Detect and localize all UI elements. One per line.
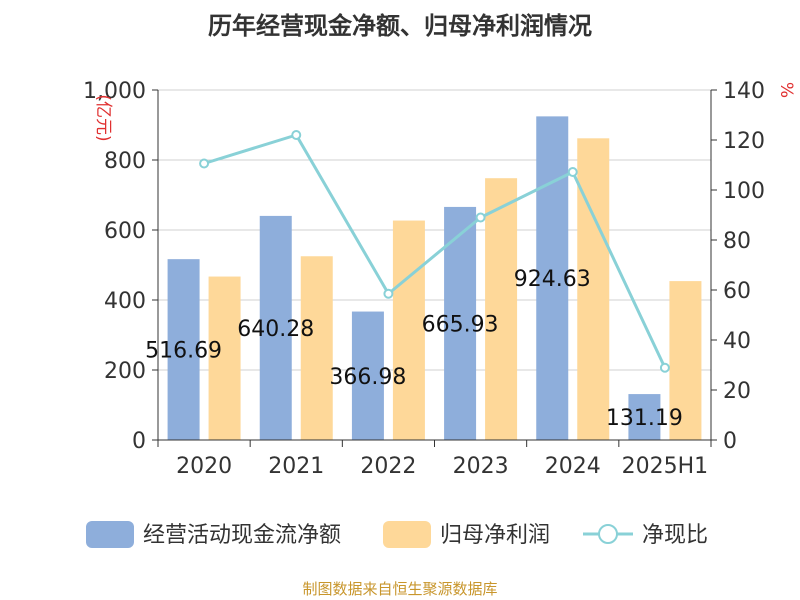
ratio-point <box>659 362 670 373</box>
bar-net-profit <box>208 276 241 440</box>
x-axis-label: 2022 <box>360 454 416 479</box>
legend-label-net-profit: 归母净利润 <box>440 523 550 548</box>
left-axis-tick-label: 200 <box>104 359 146 384</box>
ratio-point <box>291 130 302 140</box>
right-axis-tick-label: 100 <box>723 179 765 204</box>
left-axis-unit: (亿元) <box>93 94 113 141</box>
x-axis-label: 2025H1 <box>622 454 709 479</box>
right-axis-tick-label: 40 <box>723 329 751 354</box>
data-label: 366.98 <box>329 365 406 390</box>
x-axis-label: 2023 <box>453 454 509 479</box>
ratio-line-path <box>203 133 667 369</box>
bar-net-profit <box>669 281 702 440</box>
bar-cash-flow <box>444 206 477 440</box>
legend-label-ratio: 净现比 <box>642 523 708 548</box>
ratio-point <box>475 212 486 223</box>
ratio-point <box>567 167 578 177</box>
data-label: 665.93 <box>422 312 499 337</box>
right-axis-tick-label: 0 <box>723 429 737 454</box>
bar-cash-flow <box>351 311 384 440</box>
ratio-point <box>199 158 210 169</box>
right-axis-tick-label: 20 <box>723 379 751 404</box>
right-axis-unit: % <box>776 82 796 98</box>
bar-net-profit <box>577 138 610 441</box>
left-axis-tick-label: 800 <box>104 149 146 174</box>
bar-net-profit <box>485 178 518 440</box>
ratio-line <box>199 130 670 373</box>
axes: 0 200 400 600 800 1,000 0 20 40 60 80 100 120 140 (亿元)… <box>83 79 796 479</box>
data-label: 924.63 <box>514 267 591 292</box>
right-axis-tick-label: 80 <box>723 229 751 254</box>
data-label: 640.28 <box>237 317 314 342</box>
bar-net-profit <box>392 220 425 440</box>
x-axis-label: 2020 <box>176 454 232 479</box>
x-axis-label: 2021 <box>268 454 324 479</box>
grid-lines <box>158 89 711 441</box>
left-axis-tick-label: 600 <box>104 219 146 244</box>
legend-marker-ratio <box>598 524 618 544</box>
source-note: 制图数据来自恒生聚源数据库 <box>302 580 498 598</box>
bar-cash-flow <box>167 259 200 440</box>
left-axis-tick-label: 0 <box>132 429 146 454</box>
bar-cash-flow <box>259 215 292 440</box>
ratio-point <box>383 288 394 299</box>
data-label: 131.19 <box>606 406 683 431</box>
bars <box>167 116 702 441</box>
right-axis-tick-label: 60 <box>723 279 751 304</box>
right-axis-tick-label: 120 <box>723 129 765 154</box>
legend-label-cash-flow: 经营活动现金流净额 <box>143 523 341 548</box>
x-axis-label: 2024 <box>545 454 601 479</box>
left-axis-tick-label: 400 <box>104 289 146 314</box>
bar-cash-flow <box>536 116 569 440</box>
data-label: 516.69 <box>145 339 222 364</box>
bar-net-profit <box>300 256 333 440</box>
chart-title: 历年经营现金净额、归母净利润情况 <box>208 12 592 40</box>
left-axis-tick-label: 1,000 <box>83 79 146 104</box>
legend: 经营活动现金流净额 归母净利润 净现比 <box>86 521 708 548</box>
right-axis-tick-label: 140 <box>723 79 765 104</box>
bar-cash-flow <box>628 394 661 440</box>
legend-swatch-net-profit <box>383 521 431 548</box>
legend-swatch-cash-flow <box>86 521 134 548</box>
